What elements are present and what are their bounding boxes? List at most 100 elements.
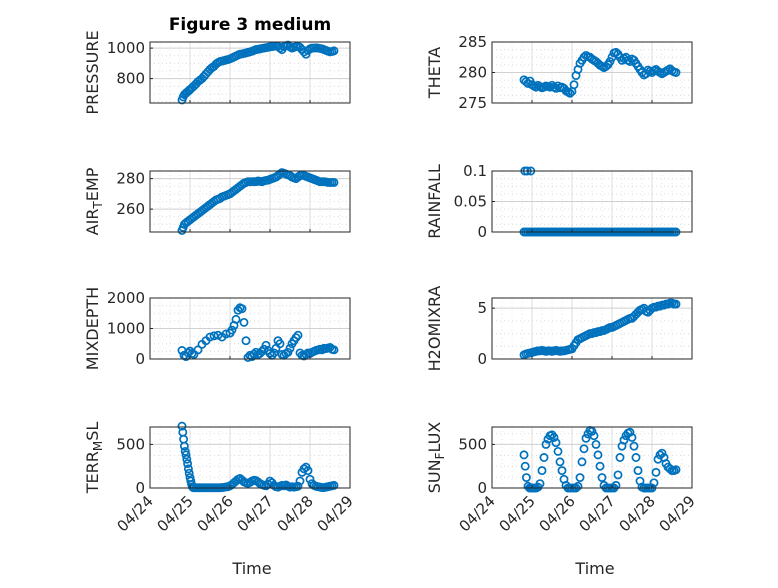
data-point [180, 446, 190, 456]
data-point [251, 347, 261, 357]
data-point [569, 80, 579, 90]
data-point [519, 450, 529, 460]
y-tick-label: 280 [458, 64, 487, 82]
data-point [183, 464, 193, 474]
data-point [249, 349, 259, 359]
data-point [293, 330, 303, 340]
data-point [182, 454, 192, 464]
axes-box [491, 426, 693, 489]
data-point [237, 304, 247, 314]
data-point [549, 433, 559, 442]
data-point [257, 346, 267, 356]
data-point [545, 82, 555, 92]
subplot-pressure: 800 1000 PRESSURE [83, 30, 351, 115]
data-point [565, 88, 575, 98]
subplot-h2omixra: 0 5 H2OMIXRA [425, 286, 693, 372]
data-point [619, 435, 629, 445]
subplot-rainfall: 0 0.05 0.1 RAINFALL [425, 162, 693, 241]
data-point [329, 345, 339, 355]
data-point [581, 433, 591, 443]
data-point [671, 299, 681, 309]
x-tick-label: 04/25 [154, 492, 197, 535]
y-tick-label: 0 [135, 350, 145, 368]
x-tick-label: 04/29 [656, 492, 699, 535]
axes-box [149, 41, 351, 104]
data-point [633, 466, 643, 476]
y-axis-label: TERRMSL [83, 422, 105, 495]
x-axis-label-left: Time [231, 559, 271, 578]
data-point [293, 481, 303, 491]
y-tick-label: 1000 [107, 39, 145, 57]
data-point [631, 453, 641, 462]
subplot-mixdepth: 0 1000 2000 MIXDEPTH [83, 287, 351, 370]
x-tick-label: 04/27 [576, 492, 619, 535]
data-point [179, 441, 189, 451]
x-tick-label: 04/28 [616, 492, 659, 535]
data-point [651, 467, 661, 477]
data-point [553, 446, 563, 456]
data-point [595, 461, 605, 471]
x-tick-label: 04/26 [536, 492, 579, 535]
data-point [285, 343, 295, 353]
y-axis-label: THETA [425, 47, 444, 99]
y-tick-label: 280 [116, 170, 145, 188]
x-tick-label: 04/25 [496, 492, 539, 535]
x-tick-label: 04/24 [456, 492, 499, 535]
y-axis-label: AIRTEMP [83, 167, 105, 235]
data-point [587, 426, 597, 436]
data-point [231, 314, 241, 324]
x-axis-label-right: Time [574, 559, 614, 578]
y-tick-label: 285 [458, 33, 487, 51]
data-point [557, 466, 567, 476]
y-tick-label: 2000 [107, 289, 145, 307]
data-point [329, 480, 339, 490]
data-point [305, 474, 315, 484]
data-point [303, 466, 313, 476]
data-point [521, 473, 531, 482]
data-point [183, 348, 193, 358]
data-point [573, 481, 583, 491]
y-axis-label: SUNFLUX [425, 422, 447, 494]
data-point [625, 427, 635, 437]
data-point [241, 336, 251, 346]
subplot-sun-flux: 0 500 SUNFLUX 04/2404/2504/2604/2704/2804/2… [425, 422, 699, 536]
y-tick-label: 500 [116, 435, 145, 453]
y-tick-label: 1000 [107, 320, 145, 338]
data-point [535, 479, 545, 489]
y-axis-label: H2OMIXRA [425, 286, 444, 372]
y-tick-label: 260 [116, 200, 145, 218]
x-tick-label: 04/29 [314, 492, 357, 535]
data-point [239, 317, 249, 327]
y-axis-label: MIXDEPTH [83, 287, 102, 370]
subplot-grid: 800 1000 PRESSURE 275 280 285 THETA 260 280 AIRTE… [83, 30, 699, 535]
data-point [597, 473, 607, 482]
y-tick-label: 0 [477, 223, 487, 241]
figure-title: Figure 3 medium [169, 15, 331, 35]
axes-box [491, 297, 693, 360]
axes-box [149, 170, 351, 233]
x-tick-label: 04/24 [114, 492, 157, 535]
data-point [184, 468, 194, 478]
data-point [577, 457, 587, 467]
data-point [579, 444, 589, 454]
data-point [591, 439, 601, 449]
data-point [615, 453, 625, 462]
data-point [205, 332, 215, 342]
data-point [183, 459, 193, 469]
data-point [589, 431, 599, 441]
data-point [261, 340, 271, 350]
data-point [657, 448, 667, 458]
data-point [649, 478, 659, 488]
y-tick-label: 0 [477, 350, 487, 368]
data-point [575, 473, 585, 482]
data-point [613, 470, 623, 480]
data-point [579, 52, 589, 62]
data-point [221, 329, 231, 339]
data-point [295, 476, 305, 486]
data-point [329, 46, 339, 56]
y-tick-label: 0.1 [463, 162, 487, 180]
data-point [551, 438, 561, 448]
data-point [671, 68, 681, 77]
y-tick-label: 0.05 [454, 193, 487, 211]
